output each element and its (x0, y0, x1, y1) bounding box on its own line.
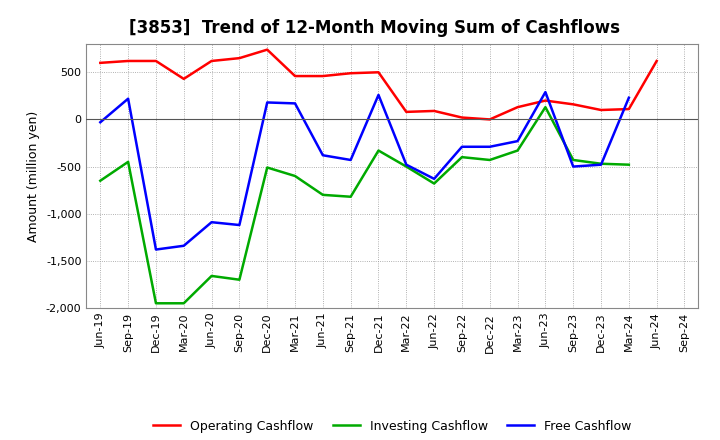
Free Cashflow (207, 220, 216, 225)
Text: [3853]  Trend of 12-Month Moving Sum of Cashflows: [3853] Trend of 12-Month Moving Sum of C… (130, 19, 620, 37)
Free Cashflow (485, 144, 494, 150)
Operating Cashflow (374, 70, 383, 75)
Free Cashflow (597, 162, 606, 167)
Operating Cashflow (235, 55, 243, 61)
Free Cashflow (318, 153, 327, 158)
Free Cashflow (124, 96, 132, 101)
Operating Cashflow (263, 47, 271, 52)
Operating Cashflow (597, 107, 606, 113)
Operating Cashflow (291, 73, 300, 79)
Investing Cashflow (152, 301, 161, 306)
Free Cashflow (263, 100, 271, 105)
Line: Free Cashflow: Free Cashflow (100, 92, 629, 249)
Operating Cashflow (569, 102, 577, 107)
Operating Cashflow (624, 106, 633, 112)
Free Cashflow (624, 95, 633, 100)
Operating Cashflow (652, 59, 661, 64)
Investing Cashflow (458, 154, 467, 160)
Free Cashflow (346, 158, 355, 163)
Free Cashflow (458, 144, 467, 150)
Line: Investing Cashflow: Investing Cashflow (100, 107, 629, 303)
Operating Cashflow (318, 73, 327, 79)
Investing Cashflow (96, 178, 104, 183)
Free Cashflow (430, 176, 438, 181)
Investing Cashflow (624, 162, 633, 167)
Operating Cashflow (179, 76, 188, 81)
Line: Operating Cashflow: Operating Cashflow (100, 50, 657, 119)
Free Cashflow (541, 89, 550, 95)
Free Cashflow (402, 162, 410, 167)
Free Cashflow (96, 120, 104, 125)
Operating Cashflow (124, 59, 132, 64)
Free Cashflow (291, 101, 300, 106)
Investing Cashflow (291, 173, 300, 179)
Free Cashflow (235, 222, 243, 227)
Investing Cashflow (430, 181, 438, 186)
Investing Cashflow (207, 273, 216, 279)
Investing Cashflow (346, 194, 355, 199)
Investing Cashflow (402, 164, 410, 169)
Investing Cashflow (235, 277, 243, 282)
Operating Cashflow (513, 105, 522, 110)
Free Cashflow (513, 139, 522, 144)
Investing Cashflow (513, 148, 522, 153)
Operating Cashflow (152, 59, 161, 64)
Free Cashflow (179, 243, 188, 249)
Operating Cashflow (346, 70, 355, 76)
Y-axis label: Amount (million yen): Amount (million yen) (27, 110, 40, 242)
Operating Cashflow (485, 117, 494, 122)
Investing Cashflow (318, 192, 327, 198)
Free Cashflow (152, 247, 161, 252)
Free Cashflow (374, 92, 383, 98)
Investing Cashflow (374, 148, 383, 153)
Investing Cashflow (569, 158, 577, 163)
Investing Cashflow (124, 159, 132, 165)
Investing Cashflow (179, 301, 188, 306)
Operating Cashflow (402, 109, 410, 114)
Free Cashflow (569, 164, 577, 169)
Legend: Operating Cashflow, Investing Cashflow, Free Cashflow: Operating Cashflow, Investing Cashflow, … (148, 414, 636, 437)
Investing Cashflow (597, 161, 606, 166)
Investing Cashflow (541, 105, 550, 110)
Operating Cashflow (430, 108, 438, 114)
Investing Cashflow (485, 158, 494, 163)
Investing Cashflow (263, 165, 271, 170)
Operating Cashflow (96, 60, 104, 66)
Operating Cashflow (541, 98, 550, 103)
Operating Cashflow (458, 115, 467, 120)
Operating Cashflow (207, 59, 216, 64)
